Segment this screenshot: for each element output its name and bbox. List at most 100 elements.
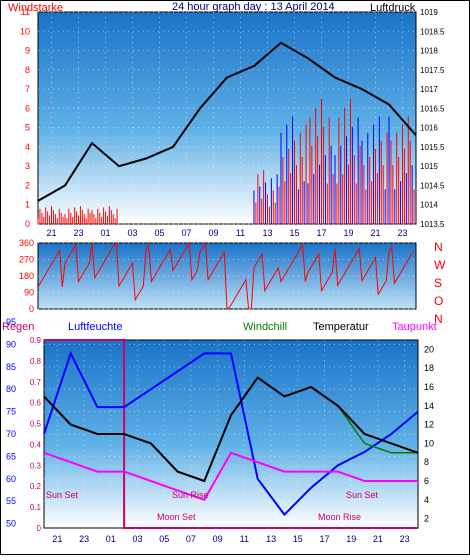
humidity-axis-tick: 80 — [6, 384, 16, 394]
temp-x-tick: 19 — [346, 534, 356, 544]
wind-axis-tick: 5 — [25, 123, 30, 133]
wind-x-tick: 21 — [370, 228, 380, 238]
temperature-axis-ticks: 2 4 6 8 10 12 14 16 18 20 — [424, 344, 434, 523]
temperature-axis-tick: 10 — [424, 438, 434, 448]
temperature-axis-tick: 8 — [424, 457, 429, 467]
temp-x-tick: 17 — [319, 534, 329, 544]
direction-letter: O — [434, 294, 443, 308]
temp-x-tick: 23 — [400, 534, 410, 544]
wind-axis-tick: 11 — [21, 7, 30, 17]
annotation-sun-rise: Sun Rise — [172, 490, 209, 500]
wind-bars — [37, 98, 415, 224]
pressure-axis-tick: 1015 — [420, 162, 438, 171]
temp-x-tick: 13 — [266, 534, 276, 544]
temperature-axis-tick: 2 — [424, 514, 429, 524]
wind-direction-line — [37, 241, 414, 310]
rain-axis-tick: 0.4 — [30, 440, 42, 449]
wind-x-tick: 21 — [46, 228, 56, 238]
direction-axis-tick: 180 — [19, 271, 34, 281]
wind-label: Windstarke — [8, 2, 63, 14]
temperature-axis-tick: 20 — [424, 344, 434, 354]
wind-axis-tick: 8 — [25, 65, 30, 75]
humidity-axis-tick: 75 — [6, 407, 16, 417]
wind-x-tick: 17 — [316, 228, 326, 238]
wind-axis-tick: 3 — [25, 161, 30, 171]
humidity-axis-tick: 90 — [6, 339, 16, 349]
wind-x-tick: 05 — [154, 228, 164, 238]
wind-x-tick: 09 — [208, 228, 218, 238]
wind-axis-tick: 9 — [25, 46, 30, 56]
humidity-axis-tick: 85 — [6, 362, 16, 372]
rain-axis-tick: 0.6 — [30, 399, 42, 408]
wind-x-tick: 15 — [289, 228, 299, 238]
direction-letter: N — [434, 312, 443, 326]
annotation-sun-set-1: Sun Set — [46, 490, 79, 500]
pressure-axis-tick: 1013.5 — [420, 220, 445, 229]
dewpoint-line — [43, 451, 418, 502]
direction-axis-ticks: 0 90 180 270 360 — [19, 238, 34, 314]
humidity-label: Luftfeuchte — [68, 321, 122, 333]
humidity-axis-tick: 70 — [6, 429, 16, 439]
temp-x-tick: 01 — [106, 534, 116, 544]
direction-axis-tick: 90 — [24, 288, 34, 298]
chart-title: 24 hour graph day : 13 April 2014 — [172, 1, 335, 13]
temperature-label: Temperatur — [313, 321, 369, 333]
temperature-axis-tick: 16 — [424, 382, 434, 392]
temp-x-tick: 15 — [293, 534, 303, 544]
pressure-axis-tick: 1016.5 — [420, 104, 445, 113]
direction-letter: S — [434, 276, 442, 290]
temp-x-ticks: 21 23 01 03 05 07 09 11 13 15 17 19 21 23 — [52, 534, 409, 544]
direction-axis-tick: 270 — [19, 255, 34, 265]
temperature-axis-tick: 12 — [424, 420, 434, 430]
temperature-axis-tick: 18 — [424, 363, 434, 373]
humidity-axis-tick: 60 — [6, 474, 16, 484]
rain-axis-tick: 0.8 — [30, 357, 42, 366]
annotation-moon-rise: Moon Rise — [318, 512, 361, 522]
humidity-axis-tick: 95 — [6, 317, 16, 327]
temp-x-tick: 05 — [159, 534, 169, 544]
pressure-axis-tick: 1018.5 — [420, 27, 445, 36]
wind-x-tick: 07 — [181, 228, 191, 238]
rain-axis-tick: 0.7 — [30, 378, 42, 387]
pressure-label: Luftdruck — [370, 2, 416, 14]
wind-axis-tick: 7 — [25, 84, 30, 94]
direction-axis-tick: 360 — [19, 238, 34, 248]
pressure-axis-ticks: 1013.5 1014 1014.5 1015 1015.5 1016 1016.5 1017… — [420, 8, 445, 229]
rain-axis-tick: 0.5 — [30, 420, 42, 429]
wind-axis-tick: 4 — [25, 142, 30, 152]
wind-x-tick: 03 — [127, 228, 137, 238]
windchill-label: Windchill — [243, 321, 287, 333]
pressure-axis-tick: 1014 — [420, 201, 438, 210]
dewpoint-label: Taupunkt — [392, 321, 437, 333]
humidity-axis-tick: 65 — [6, 451, 16, 461]
wind-axis-ticks: 0 1 2 3 4 5 6 7 8 9 10 11 — [20, 7, 30, 229]
humidity-axis-tick: 50 — [6, 519, 16, 529]
wind-x-tick: 19 — [343, 228, 353, 238]
wind-axis-tick: 0 — [25, 219, 30, 229]
temp-x-tick: 03 — [132, 534, 142, 544]
pressure-axis-tick: 1014.5 — [420, 181, 445, 190]
wind-direction-panel — [37, 242, 417, 310]
wind-x-tick: 11 — [236, 228, 245, 238]
pressure-axis-tick: 1017 — [420, 85, 438, 94]
humidity-axis-tick: 55 — [6, 496, 16, 506]
wind-x-tick: 23 — [73, 228, 83, 238]
temp-x-tick: 23 — [79, 534, 89, 544]
wind-x-tick: 23 — [397, 228, 407, 238]
rain-axis-ticks: 0 0.1 0.2 0.3 0.4 0.5 0.6 0.7 0.8 0.9 — [30, 336, 42, 533]
rain-axis-tick: 0.3 — [30, 461, 42, 470]
pressure-axis-tick: 1016 — [420, 124, 438, 133]
humidity-line — [43, 350, 419, 517]
temp-x-tick: 11 — [240, 534, 249, 544]
pressure-axis-tick: 1019 — [420, 8, 438, 17]
wind-x-tick: 01 — [100, 228, 110, 238]
temperature-axis-tick: 6 — [424, 476, 429, 486]
rain-axis-tick: 0 — [37, 524, 42, 533]
wind-axis-tick: 10 — [20, 26, 30, 36]
pressure-axis-tick: 1017.5 — [420, 66, 445, 75]
wind-axis-tick: 2 — [25, 180, 30, 190]
temperature-line — [43, 376, 419, 483]
direction-letter: N — [434, 240, 443, 254]
pressure-line — [37, 41, 417, 202]
